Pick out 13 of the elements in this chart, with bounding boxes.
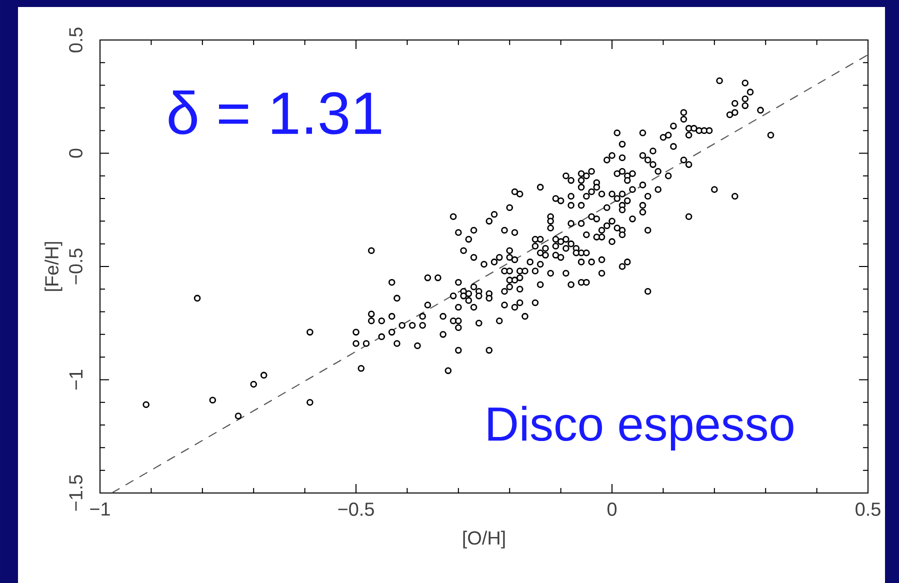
x-tick-label: 0.5 — [856, 502, 880, 516]
annotation: Disco espesso — [488, 406, 794, 450]
y-tick-label: −1.5 — [69, 475, 82, 511]
x-tick-label: −0.5 — [338, 502, 374, 516]
y-tick-label: 0.5 — [69, 28, 82, 52]
y-tick-label: −1 — [69, 370, 82, 390]
x-tick-label: −1 — [90, 502, 110, 516]
annotation: δ = 1.31 — [168, 90, 382, 134]
x-tick-label: 0 — [607, 502, 617, 516]
y-tick-label: −0.5 — [69, 248, 82, 284]
y-tick-label: 0 — [69, 148, 82, 158]
y-axis-title: [Fe/H] — [44, 242, 62, 291]
x-axis-title: [O/H] — [463, 530, 505, 548]
